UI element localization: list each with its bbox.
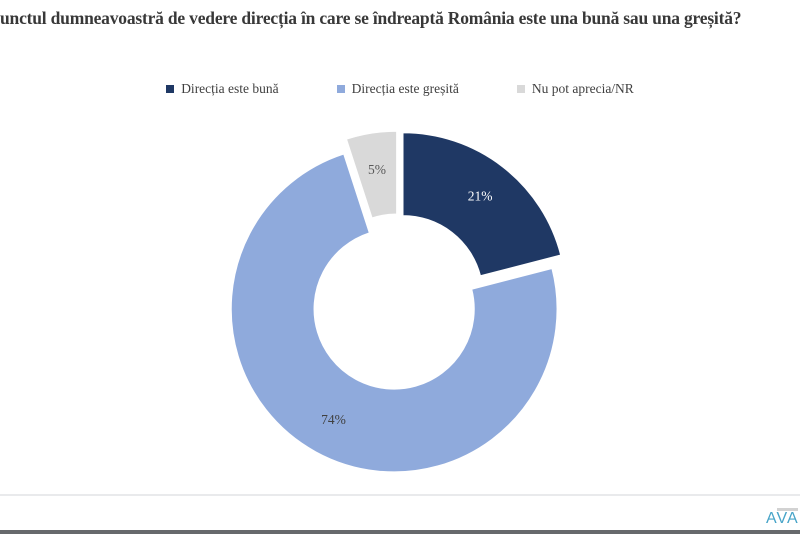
- legend-item-nr: Nu pot aprecia/NR: [516, 81, 634, 96]
- logo-tagline-smalltext: [777, 508, 798, 511]
- bottom-bar: [0, 530, 800, 534]
- donut-slice-0: [402, 132, 562, 277]
- legend-swatch-icon: [166, 84, 175, 93]
- chart-title: unctul dumneavoastră de vedere direcția …: [0, 8, 742, 28]
- legend-label: Direcția este bună: [181, 81, 279, 96]
- legend-label: Nu pot aprecia/NR: [531, 81, 634, 96]
- donut-label-2: 5%: [368, 162, 386, 177]
- legend-item-gresita: Direcția este greșită: [336, 81, 459, 96]
- donut-slice-1: [230, 153, 558, 473]
- footer-divider: [0, 494, 800, 496]
- legend-item-buna: Direcția este bună: [166, 81, 279, 96]
- chart-legend: Direcția este bună Direcția este greșită…: [0, 82, 800, 96]
- legend-swatch-icon: [516, 84, 525, 93]
- legend-label: Direcția este greșită: [351, 81, 459, 96]
- donut-label-1: 74%: [321, 412, 346, 427]
- donut-label-0: 21%: [468, 189, 493, 204]
- legend-swatch-icon: [336, 84, 345, 93]
- donut-slice-2: [345, 130, 398, 219]
- avangarde-logo: AVA: [766, 510, 799, 527]
